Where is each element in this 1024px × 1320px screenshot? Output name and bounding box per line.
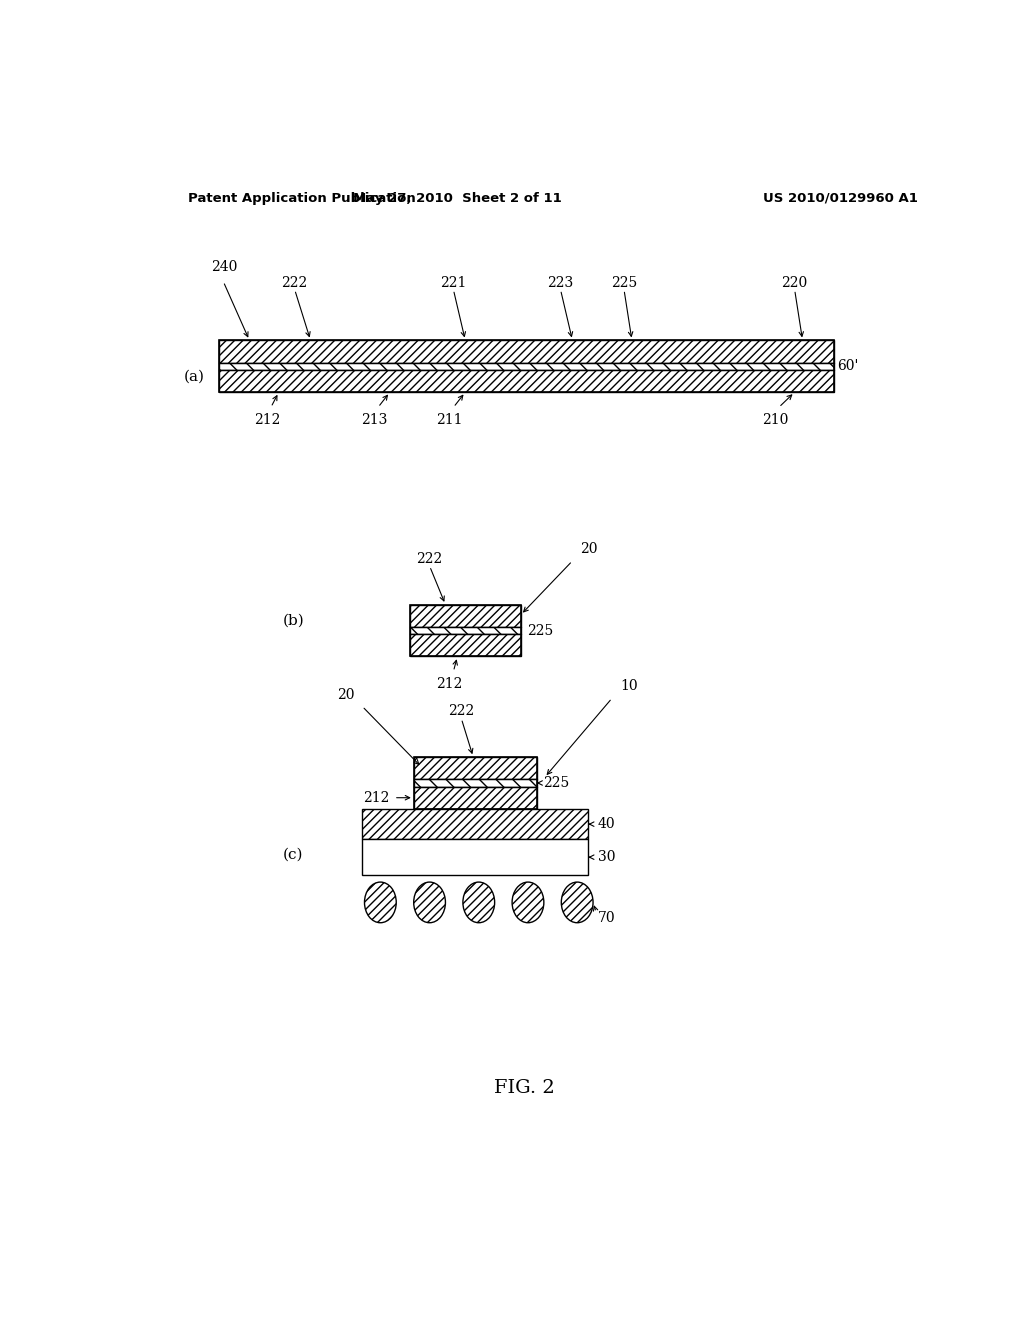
Bar bbox=[219, 363, 835, 370]
Bar bbox=[414, 758, 537, 779]
Text: (c): (c) bbox=[283, 847, 303, 862]
Text: 20: 20 bbox=[581, 541, 598, 556]
Text: 30: 30 bbox=[598, 850, 615, 865]
Bar bbox=[410, 627, 521, 634]
Text: 222: 222 bbox=[417, 552, 442, 566]
Ellipse shape bbox=[365, 882, 396, 923]
Text: 40: 40 bbox=[598, 817, 615, 832]
Text: Patent Application Publication: Patent Application Publication bbox=[187, 191, 416, 205]
Ellipse shape bbox=[512, 882, 544, 923]
Text: 220: 220 bbox=[781, 276, 808, 289]
Text: 222: 222 bbox=[282, 276, 308, 289]
Bar bbox=[414, 758, 537, 809]
Text: 225: 225 bbox=[611, 276, 637, 289]
Text: (b): (b) bbox=[283, 614, 304, 628]
Text: 210: 210 bbox=[762, 412, 788, 426]
Text: 225: 225 bbox=[527, 623, 553, 638]
Text: 225: 225 bbox=[543, 776, 569, 789]
Text: (a): (a) bbox=[183, 370, 205, 384]
Text: 221: 221 bbox=[440, 276, 467, 289]
Text: 60': 60' bbox=[838, 359, 859, 374]
Text: 213: 213 bbox=[360, 412, 387, 426]
Bar bbox=[362, 809, 588, 840]
Bar bbox=[362, 840, 588, 875]
Text: 212: 212 bbox=[364, 791, 390, 805]
Ellipse shape bbox=[561, 882, 593, 923]
Bar bbox=[410, 634, 521, 656]
Ellipse shape bbox=[463, 882, 495, 923]
Bar bbox=[410, 605, 521, 656]
Bar bbox=[414, 779, 537, 787]
Text: FIG. 2: FIG. 2 bbox=[495, 1080, 555, 1097]
Text: 240: 240 bbox=[211, 260, 238, 275]
Ellipse shape bbox=[414, 882, 445, 923]
Text: 20: 20 bbox=[337, 688, 354, 702]
Text: 211: 211 bbox=[436, 412, 463, 426]
Text: 222: 222 bbox=[449, 705, 474, 718]
Bar bbox=[410, 605, 521, 627]
Text: 212: 212 bbox=[254, 412, 281, 426]
Text: 223: 223 bbox=[548, 276, 573, 289]
Text: 212: 212 bbox=[436, 677, 463, 690]
Bar bbox=[219, 341, 835, 392]
Text: US 2010/0129960 A1: US 2010/0129960 A1 bbox=[763, 191, 918, 205]
Text: 70: 70 bbox=[598, 911, 615, 924]
Text: May 27, 2010  Sheet 2 of 11: May 27, 2010 Sheet 2 of 11 bbox=[353, 191, 562, 205]
Bar bbox=[219, 370, 835, 392]
Bar bbox=[414, 787, 537, 809]
Text: 10: 10 bbox=[620, 678, 638, 693]
Bar bbox=[219, 341, 835, 363]
